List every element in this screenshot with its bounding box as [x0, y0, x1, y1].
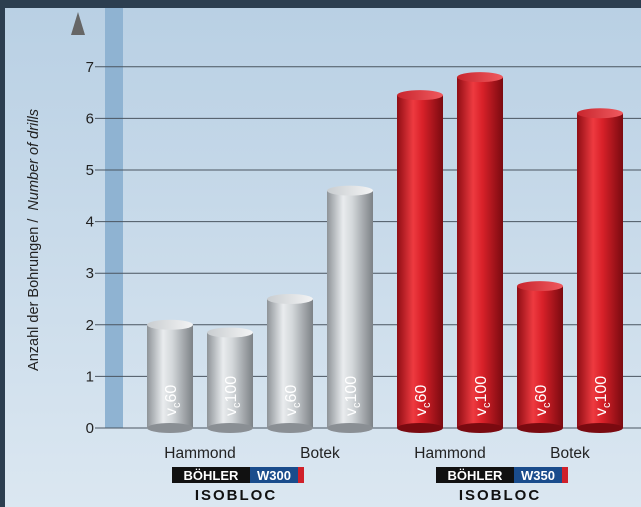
bar: vc60 [517, 281, 563, 433]
logo-w300: BÖHLER W300 ISOBLOC [172, 467, 304, 504]
bar-base [457, 423, 503, 433]
bar-base [577, 423, 623, 433]
y-tick-label: 1 [86, 368, 94, 385]
bar-top [147, 319, 193, 330]
bar-label: vc60 [283, 385, 303, 416]
y-tick-label: 0 [86, 420, 94, 437]
bar-label: vc100 [343, 376, 363, 416]
logo-sub-text: ISOBLOC [195, 487, 277, 504]
bar: vc60 [267, 294, 313, 433]
y-axis-band [105, 8, 123, 428]
bar-body [577, 113, 623, 429]
y-tick-label: 6 [86, 110, 94, 127]
bar: vc100 [577, 108, 623, 433]
category-label: Botek [550, 445, 590, 462]
bar: vc100 [207, 327, 253, 433]
bar-top [457, 72, 503, 83]
bar-base [207, 423, 253, 433]
category-label: Botek [300, 445, 340, 462]
y-tick-labels: 0 1 2 3 4 5 6 7 [86, 59, 94, 437]
logo-brand-text: BÖHLER [448, 468, 504, 483]
y-axis-arrow-icon [71, 12, 85, 35]
y-tick-label: 5 [86, 162, 94, 179]
bar-top [397, 90, 443, 101]
y-axis-title: Anzahl der Bohrungen / Number of drills [26, 109, 42, 371]
logo-brand-bg [436, 467, 514, 483]
bar-base [397, 423, 443, 433]
bar: vc60 [147, 319, 193, 433]
bar-label: vc100 [593, 376, 613, 416]
bar-top [517, 281, 563, 292]
logo-grade-bg [250, 467, 298, 483]
logo-grade-text: W300 [257, 468, 291, 483]
logo-w350: BÖHLER W350 ISOBLOC [436, 467, 568, 504]
logo-grade-bg [514, 467, 562, 483]
bar-body [207, 332, 253, 428]
bar-body [267, 299, 313, 428]
y-tick-label: 4 [86, 214, 94, 231]
category-labels: Hammond Botek Hammond Botek [164, 445, 590, 462]
bars: vc60 vc100 vc60 vc100 vc60 vc100 vc60 vc100 [147, 72, 623, 433]
bar-base [147, 423, 193, 433]
logo-accent [562, 467, 568, 483]
bar-label: vc60 [163, 385, 183, 416]
y-axis-title-en: Number of drills [26, 109, 42, 211]
category-label: Hammond [164, 445, 236, 462]
bar-body [327, 190, 373, 428]
y-axis-title-de: Anzahl der Bohrungen / [26, 218, 42, 371]
logo-sub-text: ISOBLOC [459, 487, 541, 504]
bar-body [147, 324, 193, 428]
bar-label: vc100 [473, 376, 493, 416]
bar-label: vc60 [533, 385, 553, 416]
bar-body [517, 286, 563, 428]
bar-base [327, 423, 373, 433]
logo-brand-text: BÖHLER [184, 468, 240, 483]
bar: vc60 [397, 90, 443, 433]
bar-body [457, 77, 503, 429]
bar-top [327, 185, 373, 196]
bar-label: vc60 [413, 385, 433, 416]
bar-top [267, 294, 313, 304]
bar-top [577, 108, 623, 119]
bar: vc100 [457, 72, 503, 433]
y-tick-label: 3 [86, 265, 94, 282]
y-tick-label: 2 [86, 317, 94, 334]
y-tick-label: 7 [86, 59, 94, 76]
bar-label: vc100 [223, 376, 243, 416]
bar-base [267, 423, 313, 433]
logo-accent [298, 467, 304, 483]
bar: vc100 [327, 185, 373, 433]
bar-top [207, 327, 253, 338]
category-label: Hammond [414, 445, 486, 462]
logo-grade-text: W350 [521, 468, 555, 483]
bar-base [517, 423, 563, 433]
bar-body [397, 95, 443, 429]
logo-brand-bg [172, 467, 250, 483]
